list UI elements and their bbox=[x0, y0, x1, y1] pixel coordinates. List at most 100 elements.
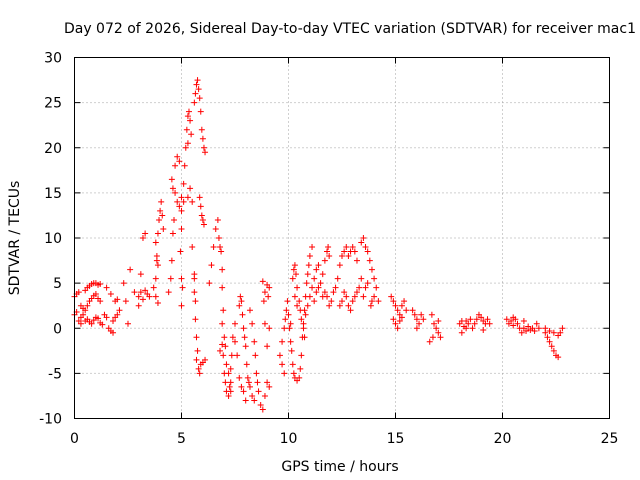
data-point bbox=[217, 244, 223, 250]
data-point bbox=[243, 397, 249, 403]
data-point bbox=[222, 379, 228, 385]
data-point bbox=[234, 352, 240, 358]
data-point bbox=[200, 136, 206, 142]
data-point bbox=[279, 361, 285, 367]
data-point bbox=[192, 91, 198, 97]
data-point bbox=[155, 262, 161, 268]
x-tick-label: 20 bbox=[494, 431, 512, 447]
data-point bbox=[311, 298, 317, 304]
data-point bbox=[307, 294, 313, 300]
data-point bbox=[360, 294, 366, 300]
data-point bbox=[136, 303, 142, 309]
data-point bbox=[199, 127, 205, 133]
data-point bbox=[261, 298, 267, 304]
data-point bbox=[368, 303, 374, 309]
data-point bbox=[191, 289, 197, 295]
data-point bbox=[140, 296, 146, 302]
data-point bbox=[223, 361, 229, 367]
data-point bbox=[459, 330, 465, 336]
data-point bbox=[155, 300, 161, 306]
data-point bbox=[170, 230, 176, 236]
data-point bbox=[179, 303, 185, 309]
chart: Day 072 of 2026, Sidereal Day-to-day VTE… bbox=[0, 0, 640, 480]
data-point bbox=[277, 352, 283, 358]
data-point bbox=[221, 370, 227, 376]
data-point bbox=[220, 307, 226, 313]
data-point bbox=[131, 289, 137, 295]
data-point bbox=[192, 316, 198, 322]
x-axis-label: GPS time / hours bbox=[281, 459, 398, 475]
data-point bbox=[251, 339, 257, 345]
data-point bbox=[262, 393, 268, 399]
data-point bbox=[354, 258, 360, 264]
data-point bbox=[192, 298, 198, 304]
data-point bbox=[220, 352, 226, 358]
data-point bbox=[247, 384, 253, 390]
y-tick-label: 15 bbox=[44, 186, 62, 202]
data-point bbox=[195, 348, 201, 354]
data-point bbox=[279, 339, 285, 345]
data-point bbox=[358, 276, 364, 282]
data-point bbox=[245, 375, 251, 381]
data-point bbox=[197, 95, 203, 101]
data-point bbox=[177, 249, 183, 255]
data-point bbox=[284, 298, 290, 304]
data-point bbox=[171, 217, 177, 223]
y-tick-labels: -10-5051015202530 bbox=[39, 51, 62, 428]
data-point bbox=[198, 203, 204, 209]
data-point bbox=[521, 318, 527, 324]
data-point bbox=[156, 217, 162, 223]
data-point bbox=[208, 262, 214, 268]
data-point bbox=[241, 325, 247, 331]
data-point bbox=[179, 226, 185, 232]
data-point bbox=[138, 271, 144, 277]
data-point bbox=[221, 334, 227, 340]
x-tick-label: 25 bbox=[601, 431, 619, 447]
data-point bbox=[304, 280, 310, 286]
data-point bbox=[198, 109, 204, 115]
data-point bbox=[305, 303, 311, 309]
data-point bbox=[246, 379, 252, 385]
data-point bbox=[265, 294, 271, 300]
y-tick-label: -5 bbox=[48, 366, 62, 382]
data-point bbox=[242, 334, 248, 340]
data-point bbox=[169, 258, 175, 264]
data-point bbox=[202, 149, 208, 155]
data-point bbox=[213, 226, 219, 232]
data-point bbox=[480, 327, 486, 333]
data-point bbox=[311, 276, 317, 282]
data-point bbox=[108, 291, 114, 297]
data-point bbox=[369, 267, 375, 273]
y-axis-label: SDTVAR / TECUs bbox=[7, 181, 23, 296]
data-point bbox=[215, 217, 221, 223]
data-point bbox=[375, 298, 381, 304]
data-point bbox=[199, 212, 205, 218]
data-point bbox=[228, 379, 234, 385]
data-point bbox=[243, 343, 249, 349]
data-point bbox=[151, 285, 157, 291]
data-point bbox=[104, 285, 110, 291]
x-tick-label: 5 bbox=[177, 431, 186, 447]
data-point bbox=[244, 361, 250, 367]
data-point bbox=[281, 370, 287, 376]
data-point bbox=[254, 379, 260, 385]
data-point bbox=[371, 276, 377, 282]
data-point bbox=[186, 109, 192, 115]
data-point bbox=[154, 253, 160, 259]
data-point bbox=[168, 276, 174, 282]
data-point bbox=[298, 352, 304, 358]
data-point bbox=[218, 249, 224, 255]
data-point bbox=[239, 312, 245, 318]
y-tick-label: 10 bbox=[44, 231, 62, 247]
y-tick-label: 25 bbox=[44, 96, 62, 112]
data-point bbox=[193, 334, 199, 340]
data-point bbox=[155, 230, 161, 236]
data-point bbox=[219, 321, 225, 327]
data-point bbox=[166, 289, 172, 295]
data-point bbox=[264, 343, 270, 349]
data-point bbox=[287, 325, 293, 331]
data-points bbox=[72, 77, 566, 412]
data-point bbox=[288, 339, 294, 345]
y-tick-label: 5 bbox=[53, 276, 62, 292]
data-point bbox=[266, 325, 272, 331]
